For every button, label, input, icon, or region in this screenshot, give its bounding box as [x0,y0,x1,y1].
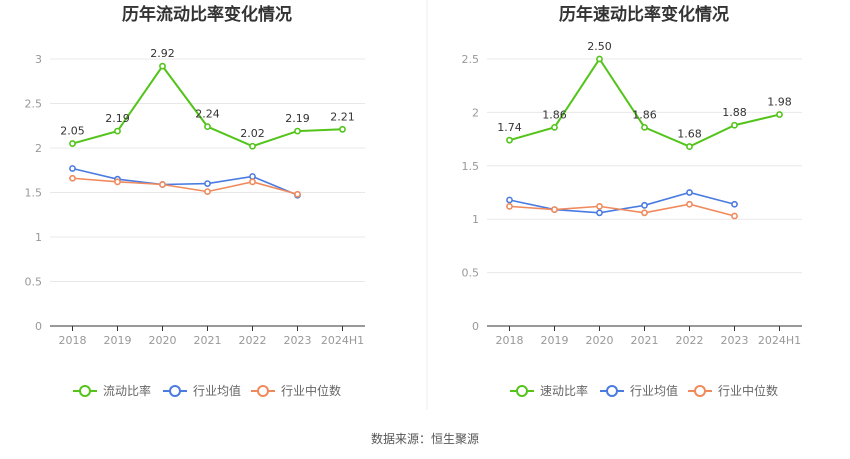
x-tick-label: 2021 [194,334,222,347]
x-tick-label: 2018 [59,334,87,347]
data-point-industry-median [294,190,301,198]
data-point-main [114,127,121,135]
x-tick-label: 2020 [586,334,614,347]
data-point-industry-avg [204,180,211,187]
data-point-main [159,62,166,70]
legend-label: 行业中位数 [281,383,341,398]
data-point-industry-avg [686,189,693,196]
data-point-industry-median [159,181,166,188]
legend-marker [79,385,91,397]
data-label: 2.19 [285,112,310,125]
data-point-industry-median [114,178,121,186]
data-label: 1.88 [722,106,747,119]
y-tick-label: 3 [35,53,42,66]
data-label: 1.74 [497,121,522,134]
y-tick-label: 0.5 [462,267,480,280]
legend-label: 行业均值 [193,383,241,398]
data-point-industry-median [506,202,513,210]
x-tick-label: 2018 [496,334,524,347]
data-point-main [551,123,558,131]
data-point-industry-median [596,202,603,210]
data-point-industry-median [69,174,76,182]
data-point-main [506,136,513,144]
data-label: 2.24 [195,108,220,121]
data-point-main [339,125,346,133]
data-point-industry-avg [249,173,256,180]
x-tick-label: 2022 [239,334,267,347]
data-point-main [249,142,256,150]
legend-marker [516,385,528,397]
y-tick-label: 1 [35,231,42,244]
data-label: 1.86 [542,108,567,121]
y-tick-label: 2.5 [25,98,43,111]
data-label: 2.02 [240,127,265,140]
x-tick-label: 2022 [676,334,704,347]
data-label: 1.68 [677,128,702,141]
source-note: 数据来源：恒生聚源 [371,431,479,446]
y-tick-label: 0.5 [25,276,43,289]
data-label: 1.86 [632,108,657,121]
legend-marker [257,385,269,397]
y-tick-label: 0 [472,320,479,333]
x-tick-label: 2024H1 [321,334,364,347]
y-tick-label: 1 [472,213,479,226]
current-ratio-chart: 历年流动比率变化情况 0 0.5 1 1.5 2 2.5 3 2018 2019 2020 2021 2… [25,4,365,398]
y-tick-label: 2 [35,142,42,155]
y-tick-label: 2.5 [462,53,480,66]
y-tick-label: 1.5 [462,160,480,173]
data-point-industry-median [686,200,693,208]
series-line-industry-avg [72,167,298,196]
data-point-industry-median [551,206,558,213]
chart-title: 历年流动比率变化情况 [122,4,292,25]
data-point-main [776,111,783,118]
data-point-industry-median [731,212,738,220]
data-point-industry-median [249,178,256,186]
data-label: 2.21 [330,110,355,123]
y-tick-label: 1.5 [25,187,43,200]
series-line-industry-median [509,203,735,217]
data-point-main [204,123,211,131]
data-point-industry-avg [731,200,738,208]
x-tick-label: 2023 [284,334,312,347]
data-point-main [641,123,648,131]
data-label: 2.05 [60,125,85,138]
data-point-main [294,127,301,135]
data-point-industry-avg [641,201,648,209]
x-tick-label: 2024H1 [758,334,801,347]
series-line-industry-median [72,177,298,196]
x-tick-label: 2019 [541,334,569,347]
data-point-main [686,143,693,150]
data-point-industry-avg [506,196,513,204]
data-point-industry-median [204,188,211,196]
data-point-main [731,121,738,129]
data-label: 1.98 [767,96,792,109]
chart-title: 历年速动比率变化情况 [559,4,729,25]
quick-ratio-chart: 历年速动比率变化情况 0 0.5 1 1.5 2 2.5 2018 2019 2020 2021 20… [462,4,802,398]
legend-label: 行业均值 [630,383,678,398]
x-tick-label: 2021 [631,334,659,347]
data-label: 2.50 [587,40,612,53]
data-point-main [596,55,603,63]
x-tick-label: 2023 [721,334,749,347]
data-point-industry-avg [596,209,603,217]
legend-marker [606,385,618,397]
data-label: 2.92 [150,47,175,60]
data-point-industry-avg [69,165,76,172]
series-line-main [72,64,343,148]
legend-label: 行业中位数 [718,383,778,398]
x-tick-label: 2020 [149,334,177,347]
data-point-industry-median [641,209,648,217]
series-line-main [509,57,780,148]
legend-label: 流动比率 [103,383,151,398]
x-tick-label: 2019 [104,334,132,347]
legend-marker [694,385,706,397]
y-tick-label: 0 [35,320,42,333]
legend-marker [169,385,181,397]
legend-label: 速动比率 [540,383,588,398]
data-point-main [69,140,76,147]
data-label: 2.19 [105,112,130,125]
y-tick-label: 2 [472,106,479,119]
